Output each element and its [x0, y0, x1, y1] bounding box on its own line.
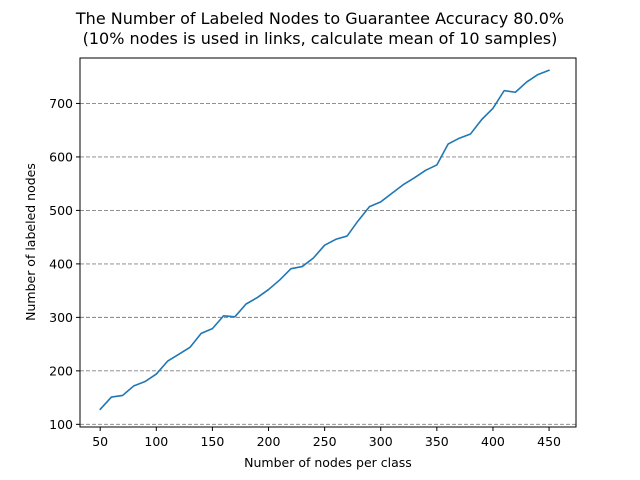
- gridlines: [80, 103, 576, 425]
- x-axis-label: Number of nodes per class: [244, 455, 412, 470]
- y-tick-label: 600: [49, 149, 73, 164]
- y-tick-label: 200: [49, 363, 73, 378]
- plot-frame: [79, 57, 577, 428]
- y-tick-label: 400: [49, 256, 73, 271]
- x-tick-label: 400: [481, 434, 505, 449]
- x-tick-label: 300: [369, 434, 393, 449]
- chart-subtitle: (10% nodes is used in links, calculate m…: [83, 29, 558, 48]
- y-tick-label: 700: [49, 96, 73, 111]
- series-layer: [99, 69, 550, 411]
- x-tick-label: 350: [425, 434, 449, 449]
- y-tick-label: 300: [49, 310, 73, 325]
- y-tick-label: 100: [49, 417, 73, 432]
- x-tick-label: 100: [144, 434, 168, 449]
- x-tick-label: 250: [313, 434, 337, 449]
- x-axis-ticks: 50 100 150 200 250 300 350 400 450: [92, 427, 561, 449]
- x-tick-label: 150: [200, 434, 224, 449]
- y-axis-ticks: 100 200 300 400 500 600 700: [49, 96, 80, 432]
- x-tick-label: 450: [537, 434, 561, 449]
- series-line: [99, 69, 550, 411]
- y-axis-label: Number of labeled nodes: [23, 163, 38, 321]
- x-tick-label: 50: [92, 434, 108, 449]
- x-tick-label: 200: [257, 434, 281, 449]
- y-tick-label: 500: [49, 203, 73, 218]
- chart-title: The Number of Labeled Nodes to Guarantee…: [75, 9, 564, 28]
